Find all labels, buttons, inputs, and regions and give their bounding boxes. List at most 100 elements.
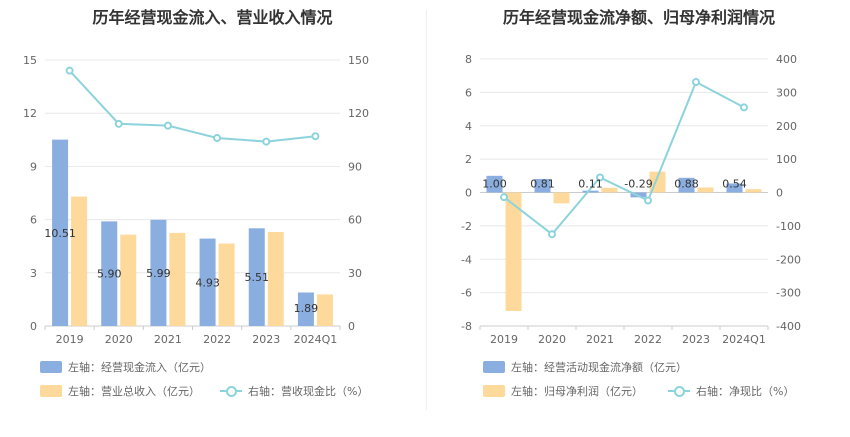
bar-data-label: 0.54 (722, 178, 747, 191)
x-tick-label: 2019 (56, 333, 84, 346)
x-tick-label: 2024Q1 (294, 333, 338, 346)
y-right-tick-label: 30 (348, 267, 362, 280)
bar-data-label: 0.81 (530, 178, 555, 191)
bar-secondary (218, 243, 235, 326)
line-point (596, 173, 604, 182)
legend-swatch-net-operating-cash (483, 361, 505, 373)
y-left-tick-label: 2 (465, 153, 472, 166)
y-left-tick-label: -2 (461, 220, 472, 233)
legend-swatch-net-profit (483, 385, 505, 397)
y-right-tick-label: -300 (776, 287, 801, 300)
bar-primary (582, 190, 599, 193)
legend-line-icon-net-cash-ratio (668, 385, 690, 397)
chart-panel-cash-inflow: 历年经营现金流入、营业收入情况 0 3 6 9 12 15 0 30 60 90 120 150 201… (23, 8, 369, 399)
y-right-tick-label: -100 (776, 220, 801, 233)
line-point (548, 230, 556, 239)
legend-item-net-cash-ratio[interactable]: 右轴：净现比（%） (668, 383, 794, 399)
line-point (213, 134, 222, 143)
y-right-tick-label: 0 (348, 320, 355, 333)
bar-data-label: 4.93 (195, 276, 220, 289)
chart-title-net-cash: 历年经营现金流净额、归母净利润情况 (502, 8, 775, 27)
chart-title-cash-inflow: 历年经营现金流入、营业收入情况 (92, 8, 333, 27)
bar-secondary (316, 294, 333, 326)
y-left-tick-label: 6 (465, 86, 472, 99)
y-left-tick-label: -8 (461, 320, 472, 333)
x-tick-label: 2024Q1 (722, 333, 766, 346)
line-point (114, 119, 123, 128)
line-point (163, 121, 172, 130)
bar-primary (678, 177, 695, 193)
y-right-tick-label: 100 (776, 153, 797, 166)
legend-label-cash-inflow: 左轴：经营现金流入（亿元） (68, 361, 211, 374)
y-right-tick-label: 120 (348, 107, 369, 120)
line-point (311, 132, 320, 141)
bar-data-label: -0.29 (624, 178, 652, 191)
x-tick-label: 2023 (252, 333, 280, 346)
legend-label-revenue-cash-ratio: 右轴：营收现金比（%） (248, 385, 369, 398)
y-left-tick-label: 9 (30, 160, 37, 173)
legend-item-net-profit[interactable]: 左轴：归母净利润（亿元） (483, 383, 643, 399)
bar-data-label: 5.90 (97, 268, 122, 281)
bar-secondary (120, 234, 137, 326)
legend-line-icon-revenue-cash-ratio (220, 385, 242, 397)
bar-primary (726, 183, 743, 193)
bar-secondary (553, 192, 570, 204)
bar-secondary (71, 196, 88, 326)
x-tick-label: 2020 (105, 333, 133, 346)
bar-primary (534, 178, 551, 193)
bar-secondary (601, 187, 618, 193)
y-right-tick-label: 200 (776, 120, 797, 133)
y-left-tick-label: 3 (30, 267, 37, 280)
bar-secondary (505, 192, 522, 311)
y-left-tick-label: -6 (461, 287, 472, 300)
bar-primary (486, 175, 503, 193)
legend-swatch-cash-inflow (40, 361, 62, 373)
y-right-tick-label: 90 (348, 160, 362, 173)
y-right-tick-label: 150 (348, 54, 369, 67)
bar-primary (199, 238, 216, 326)
y-left-tick-label: 4 (465, 120, 472, 133)
x-tick-label: 2021 (586, 333, 614, 346)
y-left-tick-label: -4 (461, 253, 472, 266)
y-right-tick-label: 400 (776, 53, 797, 66)
legend-label-net-operating-cash: 左轴：经营活动现金流净额（亿元） (511, 361, 687, 374)
y-left-tick-label: 6 (30, 214, 37, 227)
line-point (262, 137, 271, 146)
y-right-tick-label: 300 (776, 86, 797, 99)
bar-secondary (697, 187, 714, 193)
series-line (68, 69, 316, 143)
x-tick-label: 2020 (538, 333, 566, 346)
legend-item-revenue-cash-ratio[interactable]: 右轴：营收现金比（%） (220, 383, 368, 399)
y-right-tick-label: 60 (348, 214, 362, 227)
chart-svg-net-cash: -8 -6 -4 -2 0 2 4 6 8 -400 -300 -200 -100 0 100 200 300 4… (461, 53, 801, 346)
bar-data-label: 1.89 (294, 302, 319, 315)
line-point (692, 78, 700, 87)
legend-label-net-profit: 左轴：归母净利润（亿元） (511, 385, 643, 398)
line-point (500, 193, 508, 202)
bar-primary (101, 221, 118, 326)
y-right-tick-label: 0 (776, 187, 783, 200)
y-left-tick-label: 8 (465, 53, 472, 66)
legend-swatch-revenue (40, 385, 62, 397)
line-point (740, 103, 748, 112)
legend-item-revenue[interactable]: 左轴：营业总收入（亿元） (40, 383, 200, 399)
bar-data-label: 0.88 (674, 178, 699, 191)
bar-primary (52, 139, 69, 326)
legend-item-cash-inflow[interactable]: 左轴：经营现金流入（亿元） (40, 359, 211, 375)
bar-secondary (745, 189, 762, 193)
bar-primary (248, 228, 265, 326)
bar-primary (297, 292, 314, 326)
bar-data-label: 5.51 (245, 271, 270, 284)
bar-data-label: 1.00 (482, 178, 507, 191)
y-right-tick-label: -400 (776, 320, 801, 333)
bar-data-label: 5.99 (146, 267, 171, 280)
bar-data-label: 0.11 (578, 178, 603, 191)
legend-label-revenue: 左轴：营业总收入（亿元） (68, 385, 200, 398)
legend-item-net-operating-cash[interactable]: 左轴：经营活动现金流净额（亿元） (483, 359, 687, 375)
y-right-tick-label: -200 (776, 253, 801, 266)
legend-label-net-cash-ratio: 右轴：净现比（%） (696, 385, 795, 398)
line-point (644, 196, 652, 205)
y-left-tick-label: 0 (30, 320, 37, 333)
